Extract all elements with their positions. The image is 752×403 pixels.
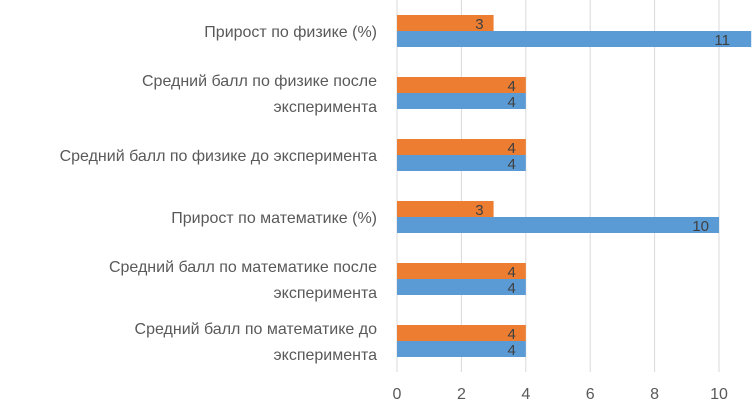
category-label: эксперимента — [273, 285, 377, 302]
bar-series-orange — [397, 263, 526, 279]
category-label: Средний балл по физике до эксперимента — [60, 148, 378, 165]
category-label: Прирост по физике (%) — [204, 24, 377, 41]
bar-series-orange — [397, 139, 526, 155]
bar-series-blue — [397, 279, 526, 295]
bar-series-blue — [397, 341, 526, 357]
data-label: 4 — [507, 78, 515, 95]
data-label: 4 — [507, 94, 515, 111]
bar-series-orange — [397, 201, 494, 217]
data-label: 3 — [475, 202, 483, 219]
category-label: Средний балл по физике после — [142, 73, 377, 90]
bar-series-blue — [397, 155, 526, 171]
bar-series-blue — [397, 93, 526, 109]
category-label: Средний балл по математике после — [109, 259, 377, 276]
bar-series-blue — [397, 217, 719, 233]
x-axis-tick-labels: 0 2 4 6 8 10 — [393, 386, 728, 403]
x-tick-label: 4 — [521, 386, 530, 403]
data-label: 11 — [714, 32, 730, 49]
category-label: Прирост по математике (%) — [171, 210, 377, 227]
data-label: 4 — [507, 156, 515, 173]
x-tick-label: 10 — [710, 386, 728, 403]
x-tick-label: 6 — [586, 386, 595, 403]
x-tick-label: 2 — [457, 386, 466, 403]
bar-series-orange — [397, 15, 494, 31]
data-label: 4 — [507, 280, 515, 297]
category-label: Средний балл по математике до — [135, 321, 378, 338]
bars — [397, 15, 752, 357]
category-labels: Средний балл по математике до эксперимент… — [60, 24, 378, 364]
bar-series-orange — [397, 325, 526, 341]
gridlines — [396, 0, 720, 372]
category-label: эксперимента — [273, 347, 377, 364]
bar-series-blue — [397, 31, 752, 47]
data-label: 10 — [692, 218, 709, 235]
data-label: 4 — [507, 342, 515, 359]
data-label: 3 — [475, 16, 483, 33]
x-tick-label: 0 — [393, 386, 402, 403]
data-label: 4 — [507, 264, 515, 281]
category-label: эксперимента — [273, 99, 377, 116]
data-label: 4 — [507, 326, 515, 343]
data-label: 4 — [507, 140, 515, 157]
x-tick-label: 8 — [650, 386, 659, 403]
bar-series-orange — [397, 77, 526, 93]
